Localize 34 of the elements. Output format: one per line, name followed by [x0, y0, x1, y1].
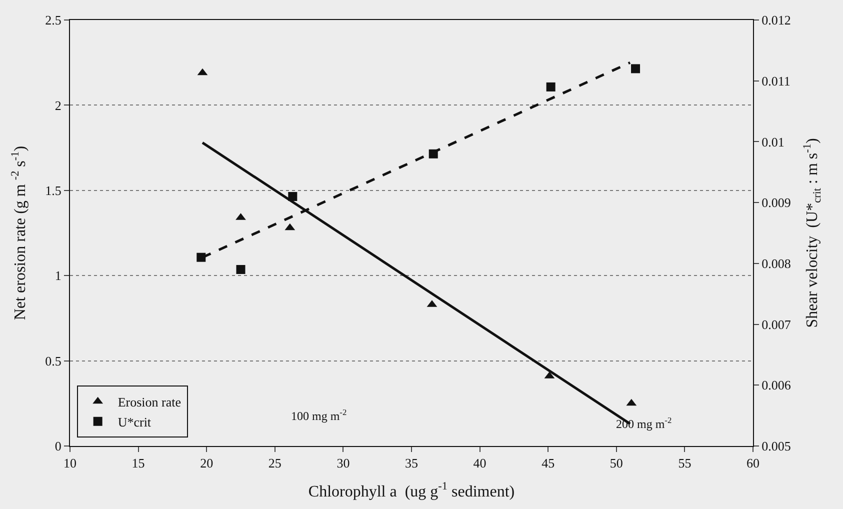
y-tick-label: 2 [54, 98, 62, 113]
x-tick-label: 10 [64, 456, 76, 471]
y-tick-label: 1 [54, 268, 62, 284]
y-tick-label: 0.5 [45, 353, 62, 368]
x-tick-label: 60 [746, 456, 760, 471]
y2-tick-label: 0.005 [762, 438, 791, 454]
point [631, 64, 640, 74]
y2-tick-label: 0.012 [762, 12, 791, 28]
y2-tick-label: 0.008 [762, 256, 791, 271]
y-tick-label: 1.5 [45, 182, 62, 198]
y2-tick-label: 0.01 [762, 134, 784, 150]
x-axis-title: Chlorophyll a (ug g$^{-1}$ sediment) [308, 480, 515, 500]
x-tick-label: 15 [132, 456, 145, 471]
annotation: 100 mg m$^{-2}$ [291, 408, 347, 424]
x-tick-label: 45 [542, 456, 555, 471]
x-tick-label: 30 [336, 456, 350, 471]
x-tick-label: 20 [200, 456, 214, 471]
y2-tick-label: 0.011 [762, 73, 790, 88]
x-tick-label: 50 [610, 456, 623, 471]
y2-tick-label: 0.007 [762, 316, 792, 332]
y-tick-label: 0 [54, 438, 62, 454]
legend-label: Erosion rate [118, 394, 182, 410]
x-tick-label: 55 [678, 456, 692, 471]
legend-label: U*crit [118, 414, 152, 430]
y-tick-label: 2.5 [45, 12, 62, 28]
y2-tick-label: 0.009 [762, 195, 791, 210]
point [288, 192, 298, 201]
x-tick-label: 35 [405, 456, 418, 471]
point [236, 265, 246, 274]
point [546, 82, 556, 92]
x-tick-label: 25 [268, 456, 282, 471]
x-tick-label: 40 [473, 456, 486, 471]
y2-tick-label: 0.006 [762, 378, 792, 393]
point [196, 252, 206, 262]
